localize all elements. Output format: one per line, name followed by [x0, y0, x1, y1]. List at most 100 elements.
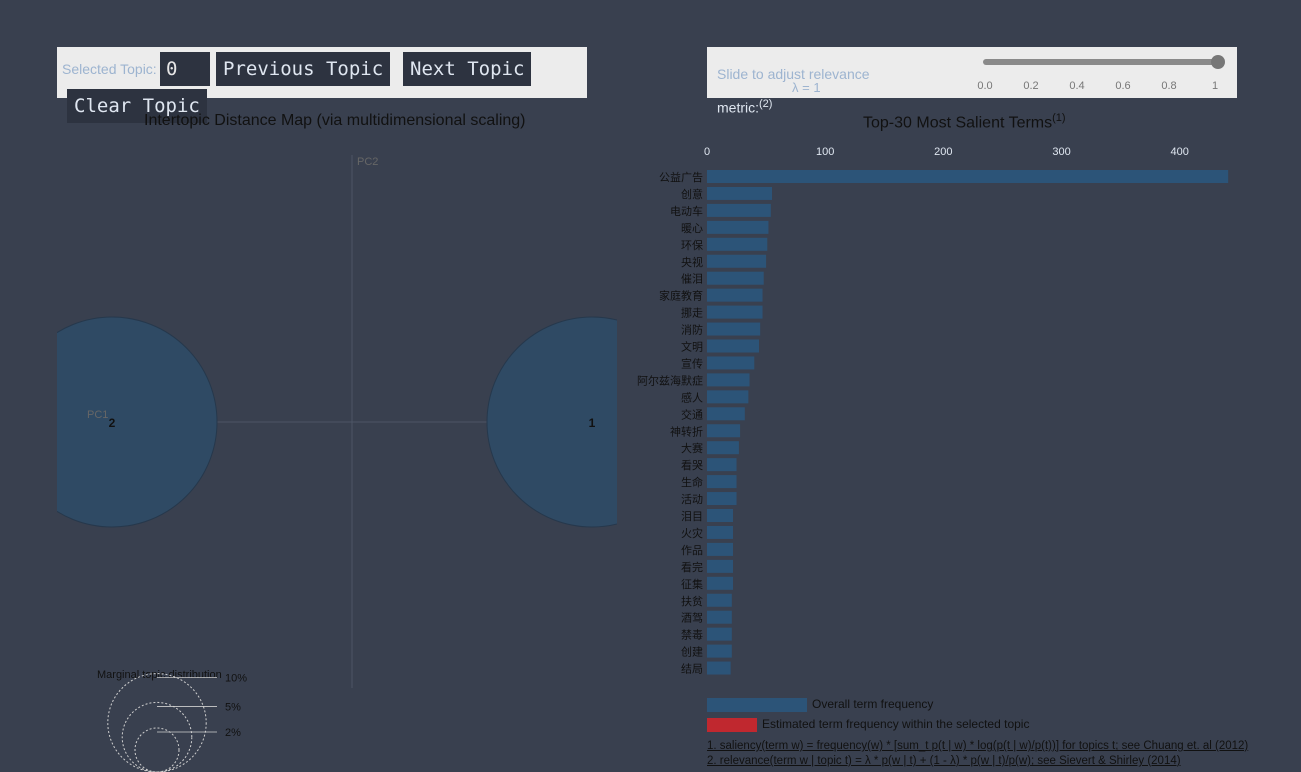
overall-frequency-bar[interactable] — [707, 407, 745, 421]
term-label[interactable]: 宣传 — [681, 356, 703, 370]
overall-frequency-bar[interactable] — [707, 644, 732, 658]
overall-frequency-bar[interactable] — [707, 509, 733, 522]
term-label[interactable]: 创建 — [681, 645, 703, 659]
metric-footnote-ref: (2) — [759, 98, 773, 110]
overall-frequency-bar[interactable] — [707, 237, 768, 251]
overall-frequency-bar[interactable] — [707, 492, 737, 506]
term-label[interactable]: 央视 — [681, 255, 703, 269]
selected-topic-input[interactable]: 0 — [160, 52, 210, 86]
lambda-value: λ = 1 — [792, 80, 821, 95]
term-label[interactable]: 酒驾 — [681, 612, 703, 625]
overall-frequency-bar[interactable] — [707, 593, 732, 607]
overall-frequency-bar[interactable] — [707, 356, 755, 370]
slider-tick-label: 0.8 — [1161, 80, 1177, 92]
overall-frequency-bar[interactable] — [707, 271, 764, 285]
slider-tick-label: 0.4 — [1069, 80, 1085, 92]
next-topic-button[interactable]: Next Topic — [403, 52, 532, 86]
slider-tick-label: 0.2 — [1023, 80, 1039, 92]
overall-frequency-bar[interactable] — [707, 661, 731, 675]
term-label[interactable]: 文明 — [681, 340, 703, 354]
topic-circle[interactable] — [57, 316, 218, 528]
slider-tick-label: 0.0 — [977, 80, 993, 92]
marginal-legend-label: 10% — [225, 673, 247, 685]
term-label[interactable]: 挪走 — [681, 306, 703, 320]
term-label[interactable]: 结局 — [681, 663, 703, 676]
term-label[interactable]: 感人 — [681, 391, 703, 404]
marginal-legend-circle — [121, 701, 193, 772]
saliency-footnote-link[interactable]: 1. saliency(term w) = frequency(w) * [su… — [707, 740, 1249, 752]
overall-frequency-bar[interactable] — [707, 203, 771, 217]
term-label[interactable]: 泪目 — [681, 510, 703, 523]
legend-topic-label: Estimated term frequency within the sele… — [762, 717, 1030, 731]
term-label[interactable]: 征集 — [681, 577, 703, 591]
selected-topic-label: Selected Topic: — [62, 61, 157, 77]
pc1-label: PC1 — [87, 409, 108, 421]
term-label[interactable]: 家庭教育 — [659, 289, 703, 303]
salient-terms-title-text: Top-30 Most Salient Terms — [863, 114, 1053, 132]
slider-tick-label: 1 — [1211, 80, 1219, 92]
overall-frequency-bar[interactable] — [707, 475, 737, 489]
term-label[interactable]: 催泪 — [681, 272, 703, 286]
term-label[interactable]: 创意 — [681, 187, 703, 201]
overall-frequency-bar[interactable] — [707, 322, 761, 336]
x-tick-label: 100 — [816, 146, 834, 158]
term-label[interactable]: 活动 — [681, 493, 703, 506]
legend-topic-swatch — [707, 718, 757, 732]
term-label[interactable]: 消防 — [681, 323, 703, 337]
overall-frequency-bar[interactable] — [707, 424, 741, 438]
overall-frequency-bar[interactable] — [707, 576, 733, 590]
overall-frequency-bar[interactable] — [707, 458, 737, 472]
intertopic-map-title: Intertopic Distance Map (via multidimens… — [144, 112, 526, 129]
overall-frequency-bar[interactable] — [707, 254, 767, 268]
salient-terms-footnote-ref: (1) — [1052, 112, 1066, 124]
overall-frequency-bar[interactable] — [707, 220, 769, 234]
overall-frequency-bar[interactable] — [707, 627, 732, 641]
salient-terms-title: Top-30 Most Salient Terms(1) — [863, 112, 1066, 132]
slider-tick-label: 0.6 — [1115, 80, 1131, 92]
overall-frequency-bar[interactable] — [707, 288, 763, 302]
slider-label: Slide to adjust relevance — [717, 66, 870, 82]
overall-frequency-bar[interactable] — [707, 339, 759, 353]
clear-topic-button[interactable]: Clear Topic — [67, 89, 207, 123]
overall-frequency-bar[interactable] — [707, 373, 750, 387]
term-label[interactable]: 环保 — [681, 238, 703, 252]
x-tick-label: 200 — [934, 146, 952, 158]
term-label[interactable]: 大赛 — [681, 441, 703, 455]
topic-circle[interactable] — [486, 316, 617, 528]
marginal-topic-legend: Marginal topic distribution 2% 5% 10% — [97, 669, 247, 772]
overall-frequency-bar[interactable] — [707, 525, 733, 539]
relevance-slider-handle[interactable] — [1211, 55, 1225, 69]
term-label[interactable]: 阿尔兹海默症 — [637, 373, 703, 387]
term-label[interactable]: 暖心 — [681, 222, 703, 235]
term-label[interactable]: 电动车 — [670, 204, 703, 218]
topic-circle-label: 2 — [109, 416, 116, 430]
term-label[interactable]: 生命 — [681, 475, 703, 489]
overall-frequency-bar[interactable] — [707, 559, 733, 573]
legend-overall-swatch — [707, 698, 807, 712]
metric-text: metric: — [717, 99, 759, 116]
relevance-footnote-link[interactable]: 2. relevance(term w | topic t) = λ * p(w… — [707, 755, 1181, 767]
overall-frequency-bar[interactable] — [707, 610, 732, 624]
term-label[interactable]: 看完 — [681, 560, 703, 574]
overall-frequency-bar[interactable] — [707, 441, 739, 455]
term-label[interactable]: 神转折 — [670, 424, 703, 438]
term-label[interactable]: 禁毒 — [681, 629, 703, 642]
metric-label: metric:(2) — [717, 98, 772, 116]
legend-overall-label: Overall term frequency — [812, 697, 934, 711]
term-label[interactable]: 看哭 — [681, 458, 703, 472]
overall-frequency-bar[interactable] — [707, 542, 733, 556]
relevance-slider-track[interactable] — [983, 59, 1219, 65]
salient-terms-bar-chart: 0 100 200 300 400 公益广告创意电动车暖心环保央视催泪家庭教育挪走消防文… — [637, 146, 1229, 676]
overall-frequency-bar[interactable] — [707, 170, 1229, 183]
term-label[interactable]: 交通 — [681, 407, 703, 421]
marginal-legend-label: 2% — [225, 727, 241, 739]
term-label[interactable]: 扶贫 — [681, 594, 703, 608]
previous-topic-button[interactable]: Previous Topic — [216, 52, 391, 86]
x-tick-label: 400 — [1171, 146, 1189, 158]
overall-frequency-bar[interactable] — [707, 305, 763, 319]
term-label[interactable]: 火灾 — [681, 526, 703, 540]
overall-frequency-bar[interactable] — [707, 186, 772, 200]
term-label[interactable]: 作品 — [681, 544, 703, 557]
overall-frequency-bar[interactable] — [707, 390, 749, 404]
term-label[interactable]: 公益广告 — [659, 170, 703, 184]
